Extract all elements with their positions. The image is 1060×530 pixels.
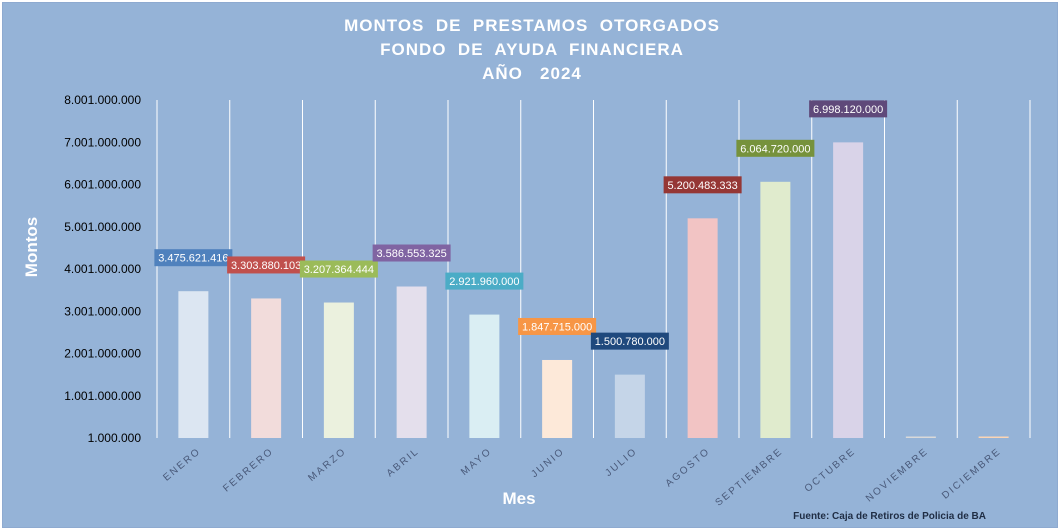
x-tick-label: JULIO	[603, 446, 639, 479]
bar	[614, 374, 645, 438]
bar	[251, 298, 282, 438]
data-label: 2.921.960.000	[449, 276, 519, 288]
data-label: 3.586.553.325	[376, 248, 446, 260]
bar	[760, 181, 791, 438]
bar	[905, 436, 936, 438]
y-axis-title: Montos	[22, 216, 41, 278]
data-label-box	[590, 332, 669, 350]
y-tick-label: 4.001.000.000	[64, 262, 141, 276]
data-label: 6.064.720.000	[740, 143, 810, 155]
chart-title-line-1: MONTOS DE PRESTAMOS OTORGADOS	[344, 16, 720, 35]
x-tick-label: ENERO	[161, 446, 203, 484]
source-note: Fuente: Caja de Retiros de Policia de BA	[793, 511, 986, 522]
y-tick-label: 1.001.000.000	[64, 389, 141, 403]
x-tick-label: OCTUBRE	[803, 446, 858, 495]
chart-title-line-3: AÑO 2024	[482, 64, 582, 83]
data-label-box	[518, 317, 597, 335]
y-tick-label: 2.001.000.000	[64, 347, 141, 361]
data-label-box	[154, 249, 233, 267]
data-label-box	[736, 139, 815, 157]
data-label-box	[372, 244, 451, 262]
x-tick-label: SEPTIEMBRE	[714, 446, 786, 509]
bar	[396, 286, 427, 438]
data-label: 6.998.120.000	[813, 104, 883, 116]
data-label-box	[445, 272, 524, 290]
bar	[178, 291, 209, 438]
bar	[978, 436, 1009, 438]
data-label: 5.200.483.333	[667, 180, 737, 192]
y-tick-label: 5.001.000.000	[64, 220, 141, 234]
y-tick-label: 6.001.000.000	[64, 178, 141, 192]
x-tick-label: MARZO	[306, 446, 348, 484]
data-label-box	[299, 260, 378, 278]
data-label-box	[663, 176, 742, 194]
data-label: 1.847.715.000	[522, 321, 592, 333]
bar	[469, 314, 500, 438]
x-axis-title: Mes	[502, 489, 536, 508]
x-tick-label: NOVIEMBRE	[864, 446, 931, 505]
y-tick-label: 7.001.000.000	[64, 135, 141, 149]
bar	[687, 218, 718, 438]
bar	[542, 359, 573, 438]
data-label: 3.207.364.444	[304, 264, 374, 276]
data-label: 3.303.880.103	[231, 260, 301, 272]
x-tick-label: JUNIO	[529, 446, 567, 480]
bar	[323, 302, 354, 438]
data-label-box	[227, 256, 306, 274]
x-tick-label: ABRIL	[385, 446, 422, 479]
data-label: 1.500.780.000	[595, 336, 665, 348]
x-tick-label: MAYO	[459, 446, 494, 478]
x-tick-label: DICIEMBRE	[940, 446, 1003, 502]
chart-title-line-2: FONDO DE AYUDA FINANCIERA	[380, 40, 684, 59]
y-tick-label: 1.000.000	[88, 431, 142, 445]
data-label-box	[809, 100, 888, 118]
x-tick-label: AGOSTO	[664, 446, 713, 490]
data-label: 3.475.621.416	[158, 253, 228, 265]
bar	[833, 142, 864, 438]
y-tick-label: 8.001.000.000	[64, 93, 141, 107]
y-tick-label: 3.001.000.000	[64, 304, 141, 318]
x-tick-label: FEBRERO	[221, 446, 276, 495]
